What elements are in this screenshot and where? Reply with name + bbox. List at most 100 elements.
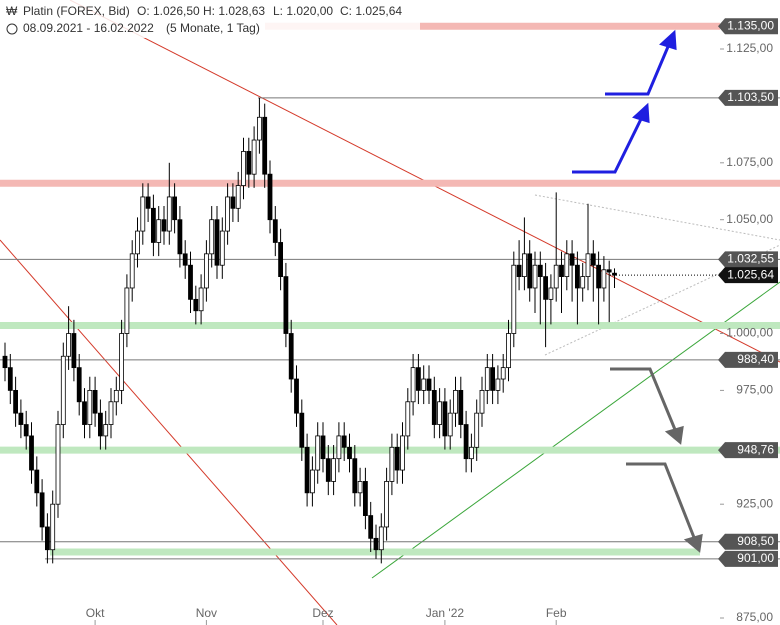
candle-body: [596, 264, 601, 289]
price-tag: [718, 442, 778, 459]
candle-body: [590, 253, 596, 266]
candle-body: [405, 401, 411, 437]
candle-body: [532, 264, 538, 289]
candle-body: [378, 526, 384, 551]
candle-body: [389, 446, 395, 482]
price-tag-label: 901,00: [737, 551, 774, 565]
info: H: 1.028,63: [203, 4, 265, 18]
header-bg: [0, 0, 420, 38]
candle-body: [516, 264, 522, 278]
title: Platin (FOREX, Bid): [23, 4, 130, 18]
icon: ₩: [6, 4, 18, 18]
candle-body: [225, 196, 231, 232]
candle-body: [606, 269, 612, 273]
candle-body: [511, 264, 517, 334]
candle-body: [198, 287, 204, 312]
candle-body: [522, 253, 527, 277]
candle-body: [13, 389, 19, 414]
price-tag: [718, 89, 778, 106]
candle-body: [320, 435, 326, 460]
candle-body: [336, 435, 342, 460]
x-tick-label: Jan '22: [426, 606, 465, 620]
y-tick-label: 1.075,00: [726, 155, 773, 169]
candle-body: [479, 389, 485, 414]
candle-body: [559, 264, 564, 278]
candle-body: [108, 401, 114, 425]
candle-body: [262, 116, 268, 175]
axis: 875,00 925,00 975,00 1.000,00 1.050,00 1.075,…: [86, 18, 778, 625]
candle-body: [553, 264, 559, 289]
candle-body: [564, 253, 570, 277]
candle-body: [103, 424, 109, 437]
candle-body: [569, 253, 575, 266]
candle-body: [214, 219, 220, 266]
candle-body: [135, 230, 140, 255]
trend-line: [371, 281, 780, 579]
candle-body: [537, 264, 543, 278]
info: L: 1.020,00: [273, 4, 333, 18]
price-tag-label: 1.025,64: [727, 267, 774, 281]
price-tag: [718, 550, 778, 567]
candle-body: [172, 196, 178, 221]
date-range: 08.09.2021 - 16.02.2022: [23, 21, 154, 35]
candle-body: [575, 264, 580, 289]
candle-body: [18, 412, 24, 425]
candle-body: [76, 367, 82, 403]
candle-body: [92, 389, 98, 414]
price-tag-label: 948,76: [737, 442, 774, 456]
candle-body: [71, 333, 77, 369]
candle-body: [331, 458, 337, 482]
candle-body: [150, 207, 156, 243]
candle-body: [437, 401, 443, 425]
price-tag: [718, 267, 778, 284]
candle-body: [119, 333, 124, 391]
price-tag-label: 988,40: [737, 352, 774, 366]
header: ₩ Platin (FOREX, Bid) O: 1.026,50 H: 1.0…: [0, 0, 420, 38]
y-tick-label: 925,00: [736, 496, 773, 510]
arrow: [610, 367, 678, 433]
price-tag: [718, 533, 778, 550]
candle-body: [315, 435, 321, 471]
candle-body: [188, 264, 193, 300]
candle-body: [251, 139, 257, 175]
y-tick-label: 875,00: [736, 610, 773, 624]
candle-body: [447, 412, 453, 437]
price-tag-label: 1.135,00: [727, 18, 774, 32]
candle-body: [506, 333, 511, 369]
price-tag-label: 1.103,50: [727, 90, 774, 104]
candle-body: [362, 481, 368, 516]
price-tag-label: 1.032,55: [727, 252, 774, 266]
candle-body: [283, 276, 289, 334]
trend-line: [534, 194, 780, 241]
candle-body: [585, 253, 591, 277]
candle-body: [463, 424, 469, 460]
arrow: [572, 114, 645, 174]
candle-body: [421, 378, 427, 391]
candle-body: [299, 412, 305, 448]
candle-body: [458, 389, 464, 425]
candle-body: [161, 219, 167, 232]
y-tick-label: 1.050,00: [726, 212, 773, 226]
candle-body: [60, 355, 66, 425]
candle-body: [209, 219, 215, 255]
candle-body: [34, 469, 40, 494]
candle-body: [272, 219, 278, 243]
clock-icon: [6, 23, 18, 35]
candle-body: [368, 515, 374, 539]
candle-body: [278, 242, 284, 278]
candle-body: [241, 151, 246, 186]
candle-body: [66, 333, 71, 357]
arrow-head: [664, 425, 684, 445]
candle-body: [82, 401, 87, 425]
candle-body: [256, 116, 262, 141]
candle-body: [177, 219, 183, 255]
arrows: [572, 29, 703, 553]
candle-body: [124, 287, 130, 334]
candle-body: [230, 196, 236, 209]
arrow-head: [659, 29, 677, 51]
y-tick-label: 1.000,00: [726, 326, 773, 340]
candle-body: [543, 276, 548, 300]
candle-body: [474, 412, 480, 448]
candle-body: [45, 526, 50, 551]
candle-body: [580, 276, 586, 289]
